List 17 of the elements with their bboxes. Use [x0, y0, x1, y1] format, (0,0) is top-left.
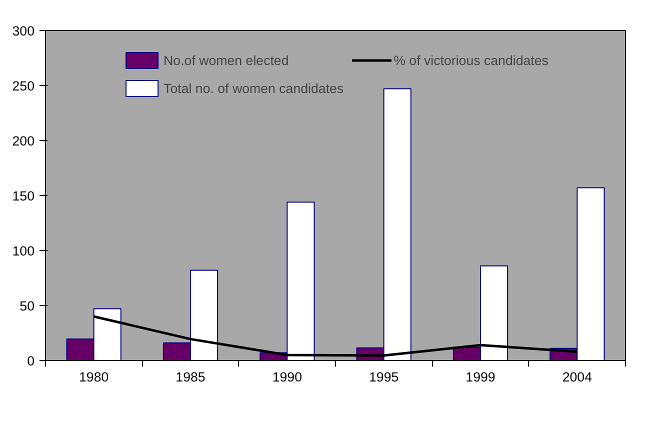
- y-tick-label: 150: [12, 188, 35, 204]
- y-tick-label: 250: [12, 78, 35, 94]
- x-tick-label: 1980: [79, 370, 109, 384]
- x-tick-label: 1999: [466, 370, 496, 384]
- x-tick-label: 1985: [176, 370, 206, 384]
- legend-label: Total no. of women candidates: [164, 80, 344, 96]
- x-tick-label: 1990: [272, 370, 302, 384]
- y-tick-label: 0: [27, 354, 35, 368]
- y-tick-label: 200: [12, 134, 35, 148]
- x-tick-label: 2004: [562, 370, 593, 384]
- y-tick-label: 100: [12, 244, 35, 258]
- legend-label: No.of women elected: [164, 52, 289, 68]
- x-tick-label: 1995: [369, 370, 399, 384]
- line-series: [92, 315, 578, 357]
- y-tick-label: 300: [12, 24, 35, 38]
- legend-label: % of victorious candidates: [394, 52, 548, 68]
- y-tick-label: 50: [20, 298, 35, 314]
